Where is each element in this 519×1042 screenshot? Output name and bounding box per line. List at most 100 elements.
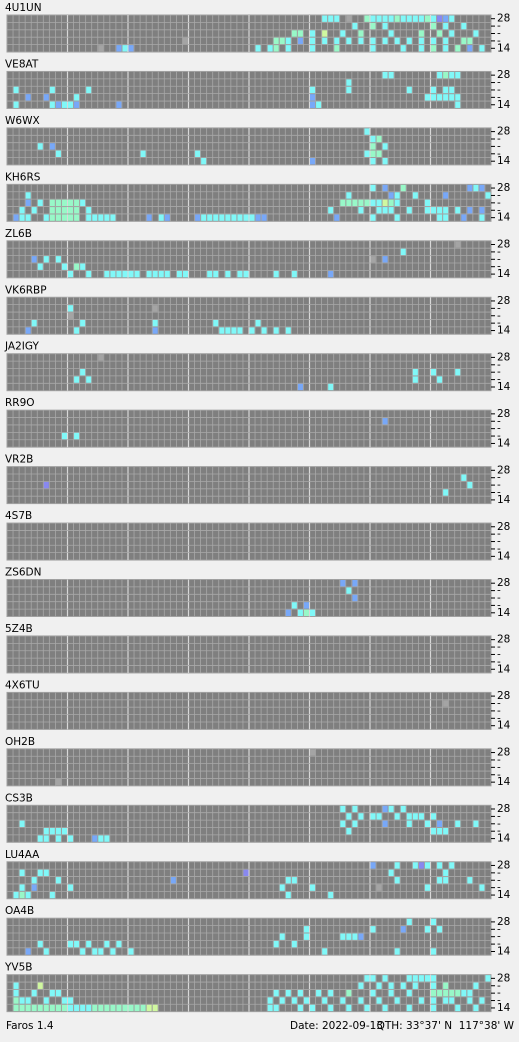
signal-cell	[61, 214, 67, 221]
band-label: -	[497, 980, 501, 992]
band-label: 14	[497, 268, 511, 280]
signal-cell	[98, 354, 104, 361]
signal-cell	[376, 135, 382, 143]
band-label: -	[497, 140, 501, 152]
station-name: JA2IGY	[4, 341, 39, 353]
signal-cell	[279, 933, 285, 940]
signal-cell	[285, 891, 291, 899]
band-label: -	[497, 656, 501, 668]
signal-cell	[461, 22, 467, 30]
band-label: 14	[497, 607, 511, 619]
band-label: 14	[497, 776, 511, 788]
signal-cell	[449, 997, 455, 1004]
signal-cell	[370, 862, 376, 869]
signal-cell	[461, 214, 467, 221]
signal-cell	[431, 86, 437, 94]
signal-cell	[406, 86, 412, 94]
signal-cell	[443, 214, 449, 221]
band-label: -	[497, 189, 501, 201]
signal-cell	[116, 1004, 122, 1012]
signal-cell	[86, 214, 92, 221]
signal-cell	[394, 192, 400, 199]
signal-cell	[473, 982, 479, 989]
signal-cell	[243, 214, 249, 221]
signal-cell	[455, 101, 461, 108]
signal-cell	[55, 835, 61, 842]
signal-cell	[455, 1004, 461, 1012]
band-label: -	[497, 374, 501, 386]
signal-cell	[412, 862, 418, 869]
signal-cell	[37, 199, 43, 207]
band-label: 14	[497, 155, 511, 167]
signal-cell	[370, 975, 376, 982]
band-label: -	[497, 359, 501, 371]
band-label: -	[497, 77, 501, 89]
signal-cell	[334, 15, 340, 22]
signal-cell	[25, 199, 31, 207]
signal-cell	[195, 214, 201, 221]
signal-cell	[80, 948, 86, 955]
signal-cell	[418, 862, 424, 869]
signal-cell	[31, 256, 37, 263]
signal-cell	[297, 30, 303, 37]
band-label: 28	[497, 690, 510, 702]
signal-cell	[303, 933, 309, 940]
band-label: 28	[497, 464, 510, 476]
signal-cell	[49, 891, 55, 899]
band-label: 14	[497, 889, 511, 901]
signal-cell	[443, 828, 449, 835]
signal-cell	[104, 940, 110, 948]
signal-cell	[37, 940, 43, 948]
signal-cell	[74, 1004, 80, 1012]
signal-cell	[249, 214, 255, 221]
signal-cell	[80, 319, 86, 327]
signal-cell	[231, 214, 237, 221]
signal-cell	[376, 199, 382, 207]
signal-cell	[443, 989, 449, 997]
signal-cell	[388, 192, 394, 199]
band-label: -	[497, 204, 501, 216]
signal-cell	[364, 128, 370, 135]
signal-cell	[437, 862, 443, 869]
band-label: -	[497, 599, 501, 611]
signal-cell	[43, 214, 49, 221]
signal-cell	[80, 263, 86, 270]
band-label: -	[497, 317, 501, 329]
signal-cell	[334, 45, 340, 52]
signal-cell	[346, 15, 352, 22]
band-label: 14	[497, 946, 511, 958]
signal-cell	[61, 1004, 67, 1012]
signal-cell	[370, 989, 376, 997]
band-label: 28	[497, 859, 510, 871]
band-label: 28	[497, 126, 510, 138]
signal-cell	[400, 248, 406, 256]
signal-cell	[443, 71, 449, 79]
signal-cell	[406, 15, 412, 22]
signal-cell	[340, 30, 346, 37]
signal-cell	[152, 305, 158, 312]
signal-cell	[80, 1004, 86, 1012]
signal-cell	[110, 1004, 116, 1012]
signal-cell	[13, 891, 19, 899]
signal-cell	[412, 192, 418, 199]
band-label: -	[497, 84, 501, 96]
signal-cell	[388, 869, 394, 877]
signal-cell	[249, 327, 255, 334]
signal-cell	[19, 207, 25, 214]
signal-cell	[370, 184, 376, 192]
signal-cell	[455, 207, 461, 214]
signal-cell	[388, 982, 394, 989]
signal-cell	[461, 989, 467, 997]
signal-cell	[49, 989, 55, 997]
signal-cell	[86, 376, 92, 383]
band-label: -	[497, 246, 501, 258]
station-name: YV5B	[4, 962, 32, 974]
signal-cell	[37, 1004, 43, 1012]
signal-cell	[152, 1004, 158, 1012]
band-label: 28	[497, 803, 510, 815]
signal-cell	[74, 940, 80, 948]
signal-cell	[406, 37, 412, 45]
band-label: -	[497, 487, 501, 499]
signal-cell	[394, 199, 400, 207]
signal-cell	[55, 1004, 61, 1012]
